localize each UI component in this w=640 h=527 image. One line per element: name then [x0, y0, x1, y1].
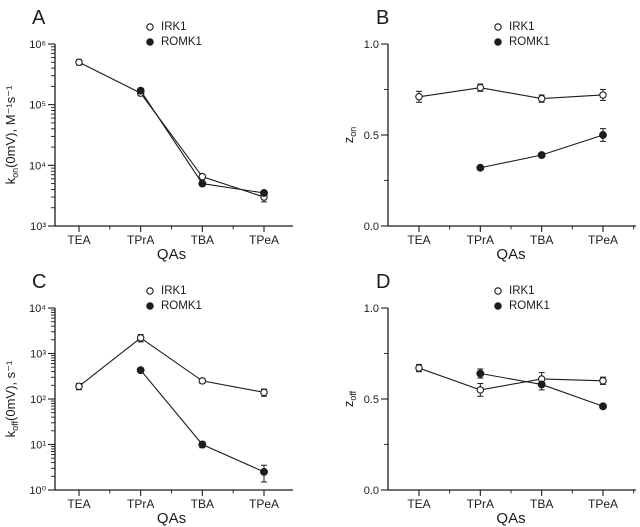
data-point-irk1-tba — [537, 94, 546, 103]
data-point-romk1-tba — [198, 440, 207, 449]
data-point-romk1-tpea — [260, 189, 268, 197]
filled-circle-icon — [494, 38, 502, 46]
y-tick-label: 10⁶ — [29, 39, 46, 51]
y-axis-label: koff(0mV), s⁻¹ — [3, 360, 20, 437]
series-line-irk1 — [78, 61, 265, 198]
x-axis-label: QAs — [496, 510, 525, 527]
data-point-romk1-tpra — [136, 366, 145, 375]
y-tick-label: 10⁴ — [29, 160, 46, 172]
y-tick-label: 10⁴ — [29, 303, 46, 315]
x-category-label: TEA — [407, 233, 430, 247]
y-axis-label: zon — [341, 127, 358, 144]
data-point-irk1-tea — [75, 382, 83, 391]
data-point-romk1-tpea — [260, 467, 268, 476]
panel-letter: A — [32, 7, 46, 29]
legend-label-romk1: ROMK1 — [161, 300, 202, 312]
legend-label-romk1: ROMK1 — [509, 300, 550, 312]
data-point-irk1-tba — [198, 172, 207, 181]
y-tick-label: 10³ — [30, 349, 46, 361]
data-point-irk1-tpra — [476, 83, 485, 92]
x-axis-label: QAs — [157, 246, 186, 263]
legend-label-irk1: IRK1 — [509, 21, 535, 33]
data-point-irk1-tpea — [599, 377, 607, 385]
data-point-irk1-tea — [75, 58, 83, 67]
x-category-label: TPrA — [127, 233, 154, 247]
x-category-label: TPrA — [467, 233, 494, 247]
series-line-irk1 — [418, 87, 604, 100]
y-tick-label: 0.5 — [364, 130, 379, 142]
filled-circle-icon — [494, 302, 502, 310]
data-point-irk1-tea — [415, 364, 423, 372]
y-axis-label: zoff — [341, 390, 358, 407]
data-point-romk1-tpea — [599, 402, 607, 411]
filled-circle-icon — [146, 302, 154, 310]
x-category-label: TBA — [530, 497, 553, 511]
legend-label-irk1: IRK1 — [161, 21, 187, 33]
panel-letter: D — [376, 271, 390, 293]
open-circle-icon — [146, 287, 154, 295]
legend-label-irk1: IRK1 — [161, 285, 187, 297]
data-point-irk1-tpra — [136, 334, 145, 342]
x-category-label: TEA — [67, 233, 90, 247]
x-category-label: TBA — [191, 233, 214, 247]
data-point-romk1-tba — [537, 380, 546, 389]
open-circle-icon — [494, 23, 502, 31]
y-tick-label: 0.5 — [364, 394, 379, 406]
y-tick-label: 0.0 — [364, 221, 379, 233]
legend-label-romk1: ROMK1 — [161, 36, 202, 48]
data-point-irk1-tpea — [260, 388, 268, 397]
panel-letter: C — [32, 271, 46, 293]
legend-label-romk1: ROMK1 — [509, 36, 550, 48]
series-line-romk1 — [140, 369, 265, 473]
x-category-label: TPrA — [127, 497, 154, 511]
x-axis-label: QAs — [157, 510, 186, 527]
data-point-irk1-tba — [198, 377, 207, 385]
x-category-label: TPrA — [467, 497, 494, 511]
x-category-label: TEA — [67, 497, 90, 511]
data-point-romk1-tba — [198, 179, 207, 188]
y-tick-label: 1.0 — [364, 39, 379, 51]
panel-letter: B — [376, 7, 389, 29]
y-tick-label: 10¹ — [30, 440, 46, 452]
data-point-irk1-tpra — [476, 386, 485, 394]
y-tick-label: 10⁰ — [29, 485, 46, 497]
x-category-label: TPeA — [588, 233, 618, 247]
legend-label-irk1: IRK1 — [509, 285, 535, 297]
x-category-label: TPeA — [249, 497, 279, 511]
y-axis-label: kon(0mV), M⁻¹s⁻¹ — [3, 85, 20, 185]
filled-circle-icon — [146, 38, 154, 46]
open-circle-icon — [494, 287, 502, 295]
data-point-irk1-tea — [415, 93, 423, 101]
y-tick-label: 1.0 — [364, 303, 379, 315]
data-point-romk1-tpra — [136, 86, 145, 95]
x-category-label: TPeA — [249, 233, 279, 247]
y-tick-label: 10⁵ — [29, 100, 46, 112]
y-tick-label: 10³ — [30, 221, 46, 233]
x-category-label: TPeA — [588, 497, 618, 511]
data-point-irk1-tpea — [599, 91, 607, 99]
data-point-romk1-tpra — [476, 163, 485, 172]
y-tick-label: 10² — [30, 394, 46, 406]
data-point-romk1-tpea — [599, 131, 607, 139]
x-axis-label: QAs — [496, 246, 525, 263]
series-line-irk1 — [78, 337, 265, 393]
series-line-irk1 — [418, 367, 604, 391]
x-category-label: TBA — [191, 497, 214, 511]
x-category-label: TEA — [407, 497, 430, 511]
y-tick-label: 0.0 — [364, 485, 379, 497]
open-circle-icon — [146, 23, 154, 31]
data-point-romk1-tba — [537, 151, 546, 159]
x-category-label: TBA — [530, 233, 553, 247]
data-point-romk1-tpra — [476, 369, 485, 378]
